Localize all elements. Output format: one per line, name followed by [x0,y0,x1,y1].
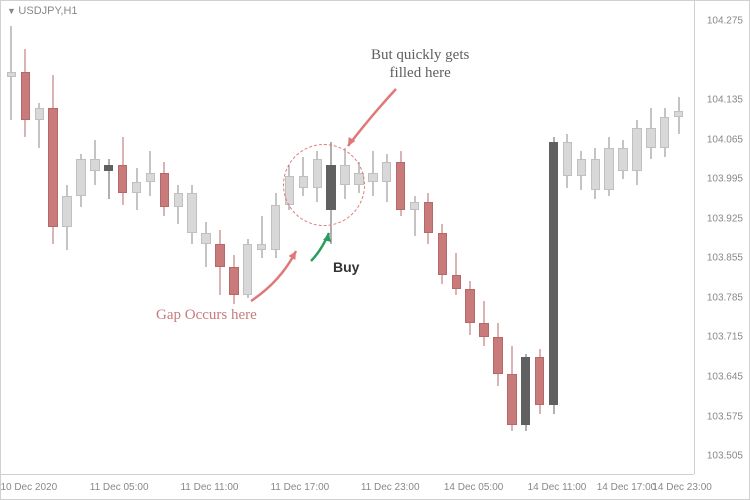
y-tick-label: 103.575 [707,411,743,422]
candle [62,1,71,476]
candle [313,1,322,476]
candle [243,1,252,476]
x-tick-label: 11 Dec 23:00 [361,482,420,493]
y-tick-label: 103.855 [707,253,743,264]
y-tick-label: 104.135 [707,94,743,105]
candle [229,1,238,476]
y-tick-label: 104.065 [707,134,743,145]
candle [160,1,169,476]
candle [493,1,502,476]
gap-annotation-text: Gap Occurs here [156,306,257,324]
x-axis: 10 Dec 2020 11 Dec 05:00 11 Dec 11:00 11 De… [1,474,694,499]
candle [326,1,335,476]
candle [632,1,641,476]
plot-area[interactable]: But quickly getsfilled here Gap Occurs he… [1,1,694,474]
y-axis: 104.275 104.135 104.065 103.995 103.925 103.8… [694,1,749,474]
x-tick-label: 14 Dec 17:00 [597,482,657,493]
candle [299,1,308,476]
candle [76,1,85,476]
candle [271,1,280,476]
x-tick-label: 11 Dec 11:00 [180,482,238,493]
candle [535,1,544,476]
y-tick-label: 103.505 [707,451,743,462]
candle [507,1,516,476]
candle [35,1,44,476]
candle [549,1,558,476]
chart-title: USDJPY,H1 [7,5,78,17]
candle [563,1,572,476]
candle [132,1,141,476]
x-tick-label: 10 Dec 2020 [0,482,57,493]
candle [257,1,266,476]
x-tick-label: 14 Dec 23:00 [652,482,712,493]
candle [604,1,613,476]
candle [187,1,196,476]
candle [591,1,600,476]
candle [646,1,655,476]
y-tick-label: 103.645 [707,372,743,383]
candle [118,1,127,476]
candle [521,1,530,476]
x-tick-label: 11 Dec 05:00 [90,482,149,493]
buy-label: Buy [333,259,359,275]
y-tick-label: 104.275 [707,15,743,26]
candle [660,1,669,476]
candle [201,1,210,476]
x-tick-label: 14 Dec 11:00 [528,482,587,493]
candle [674,1,683,476]
y-tick-label: 103.715 [707,332,743,343]
gap-circle-annotation [283,144,365,226]
candle [479,1,488,476]
candle [90,1,99,476]
fill-annotation-text: But quickly getsfilled here [371,46,469,82]
candle [21,1,30,476]
x-tick-label: 11 Dec 17:00 [270,482,329,493]
candle [577,1,586,476]
y-tick-label: 103.785 [707,292,743,303]
y-tick-label: 103.925 [707,213,743,224]
candle [174,1,183,476]
candle [146,1,155,476]
chart-container: USDJPY,H1 But quickly getsfilled here Gap… [0,0,750,500]
candle [340,1,349,476]
candle [7,1,16,476]
y-tick-label: 103.995 [707,174,743,185]
candle [104,1,113,476]
candle [354,1,363,476]
candle [618,1,627,476]
x-tick-label: 14 Dec 05:00 [444,482,504,493]
candle [215,1,224,476]
candle [285,1,294,476]
candle [48,1,57,476]
